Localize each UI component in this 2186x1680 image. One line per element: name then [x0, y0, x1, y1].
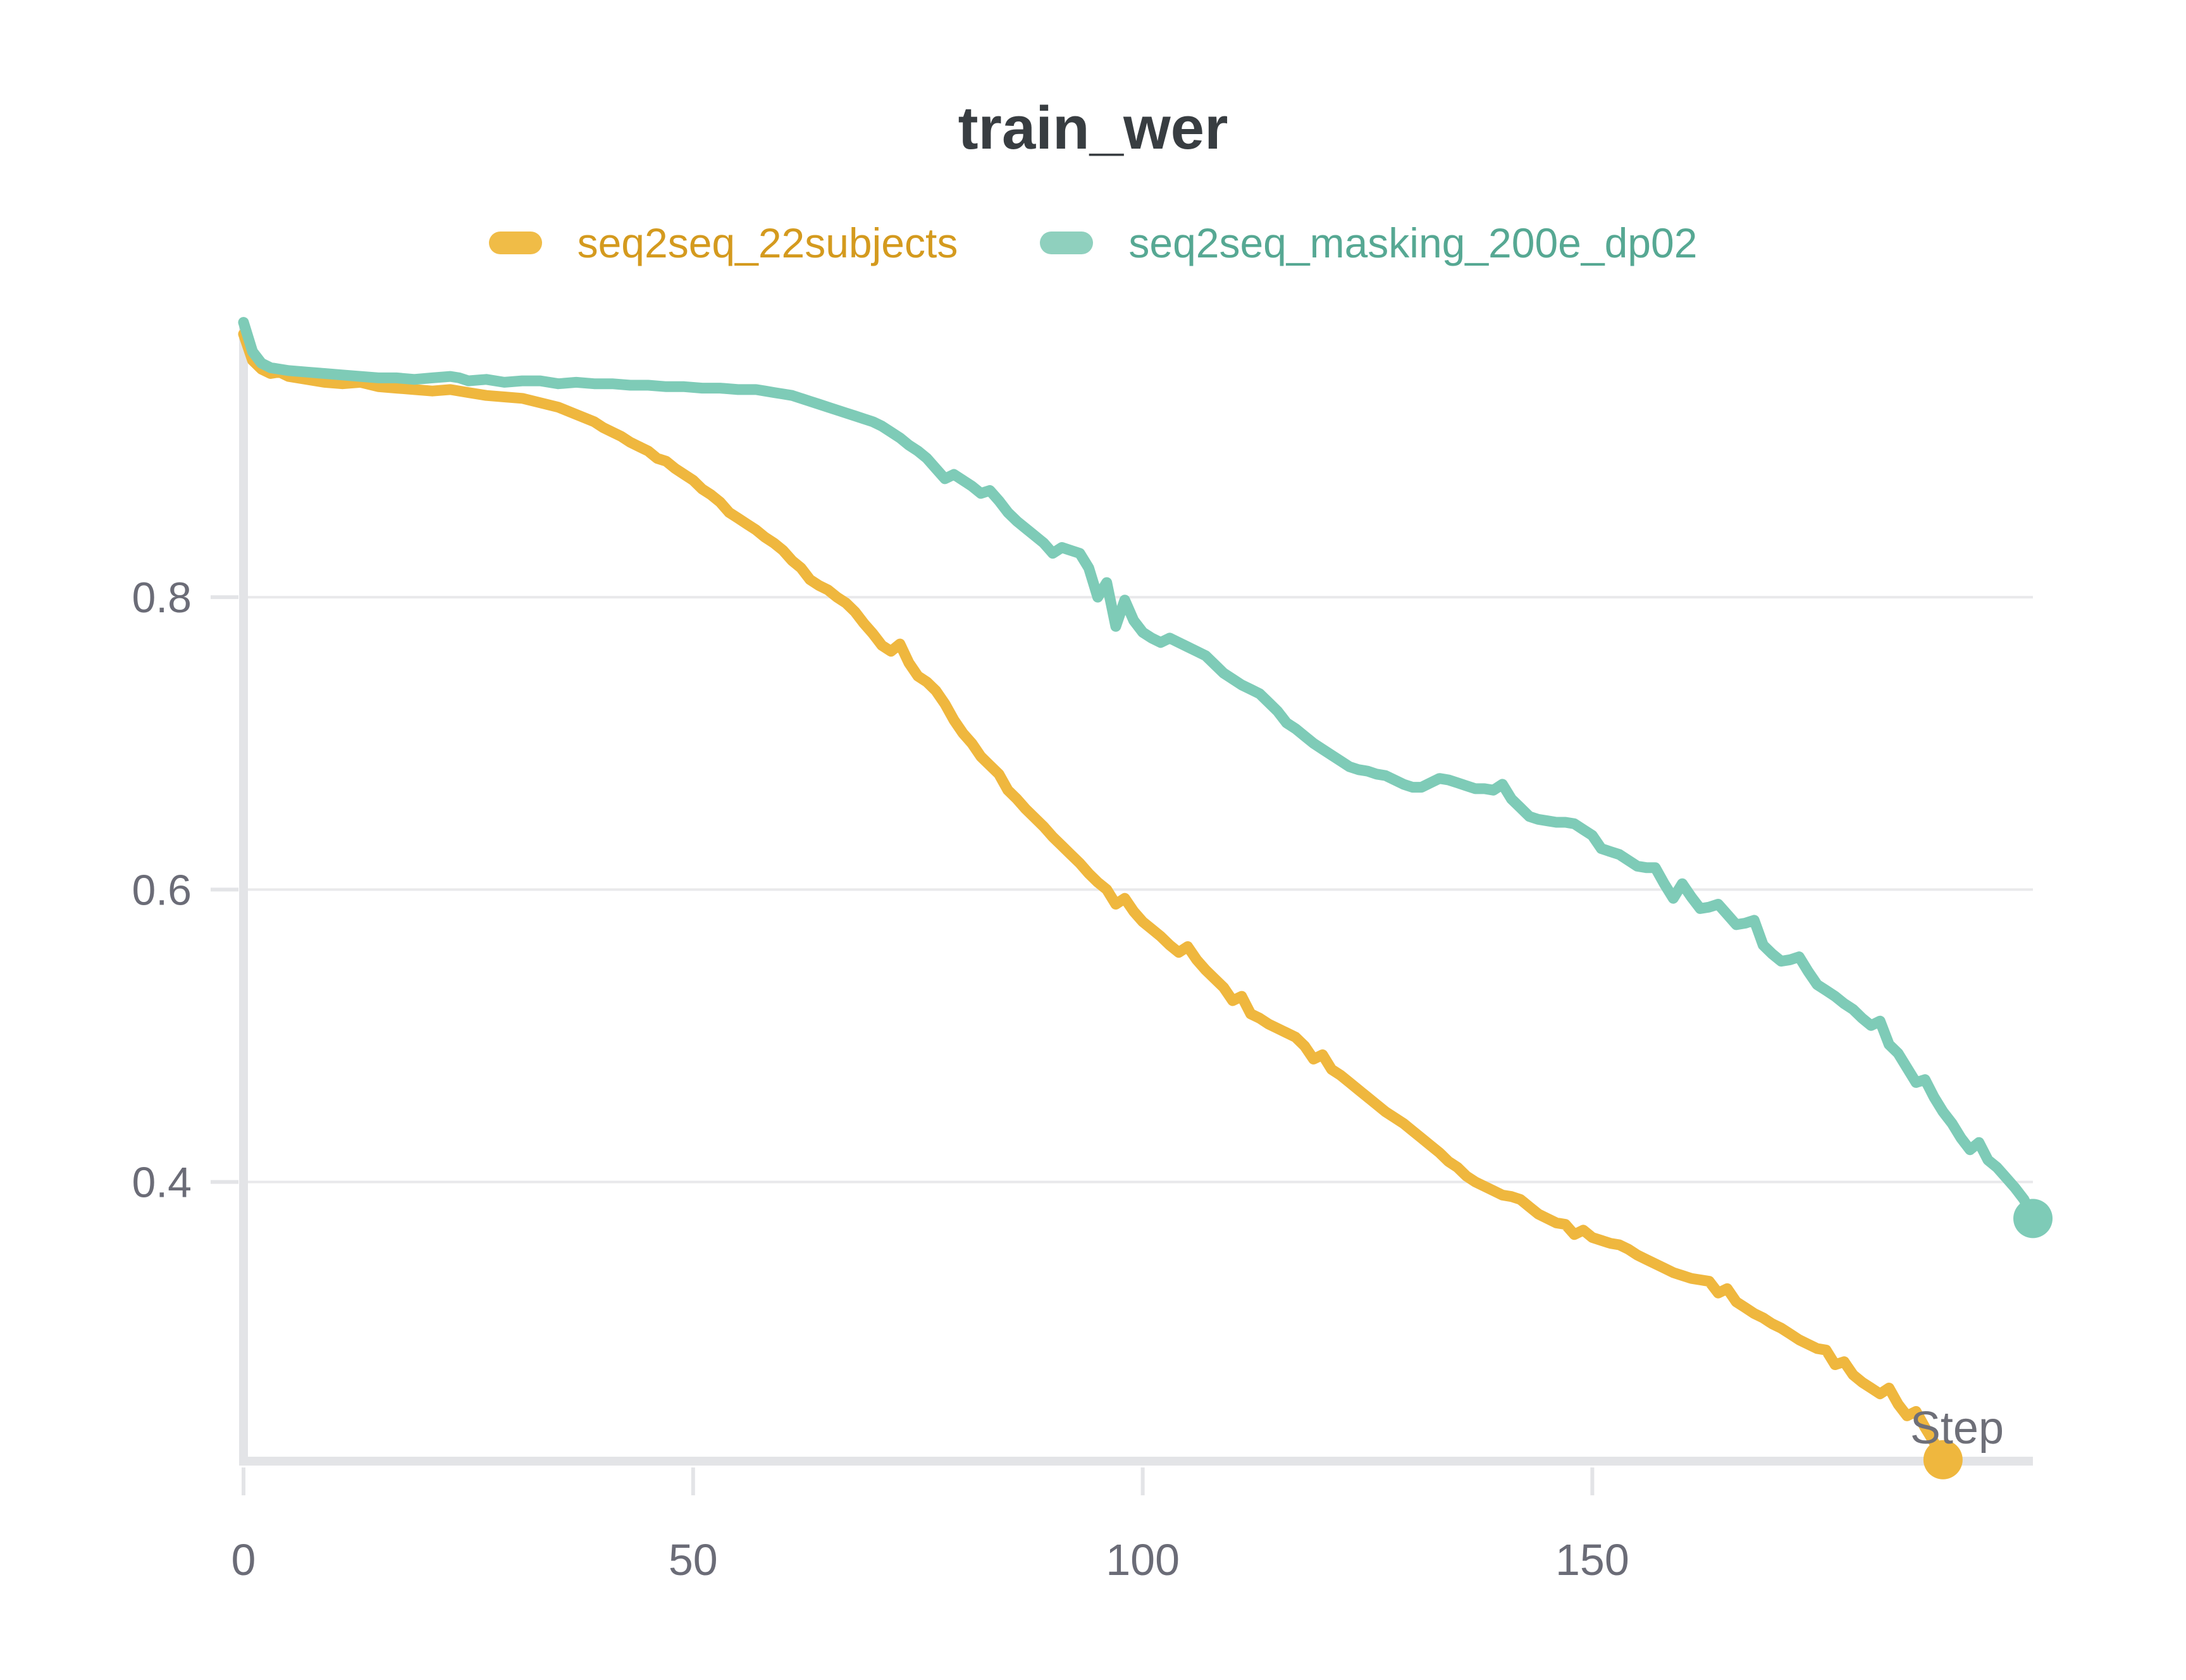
y-tick-label: 0.6 — [132, 866, 192, 914]
legend-item-seq2seq-masking-200e-dp02[interactable]: seq2seq_masking_200e_dp02 — [1040, 219, 1697, 267]
x-tick-label: 50 — [669, 1535, 718, 1584]
series-end-dot-seq2seq_masking_200e_dp02 — [2013, 1199, 2053, 1238]
gridlines — [244, 596, 2033, 1183]
x-axis — [239, 1457, 2033, 1495]
series-lines — [238, 317, 2053, 1479]
legend-item-seq2seq-22subjects[interactable]: seq2seq_22subjects — [488, 219, 958, 267]
y-axis — [211, 319, 248, 1466]
legend-label: seq2seq_masking_200e_dp02 — [1128, 219, 1698, 266]
y-tick-label: 0.4 — [132, 1159, 192, 1207]
y-tick-label: 0.8 — [132, 574, 192, 622]
series-line-seq2seq_masking_200e_dp02 — [238, 317, 2039, 1224]
legend-label: seq2seq_22subjects — [577, 219, 958, 266]
x-tick-label: 150 — [1555, 1535, 1629, 1584]
chart-title: train_wer — [958, 94, 1228, 162]
x-axis-tick-labels: 0 50 100 150 — [232, 1535, 1629, 1584]
chart-legend: seq2seq_22subjects seq2seq_masking_200e_… — [0, 219, 2186, 267]
y-axis-tick-labels: 0.8 0.6 0.4 — [132, 574, 192, 1206]
x-axis-title: Step — [1910, 1403, 2004, 1454]
legend-swatch-gold-icon — [488, 232, 542, 254]
x-tick-label: 0 — [232, 1535, 256, 1584]
legend-swatch-teal-icon — [1040, 232, 1094, 254]
series-end-dot-seq2seq_22subjects — [1923, 1440, 1963, 1479]
x-tick-label: 100 — [1106, 1535, 1180, 1584]
series-line-seq2seq_22subjects — [238, 328, 1949, 1466]
